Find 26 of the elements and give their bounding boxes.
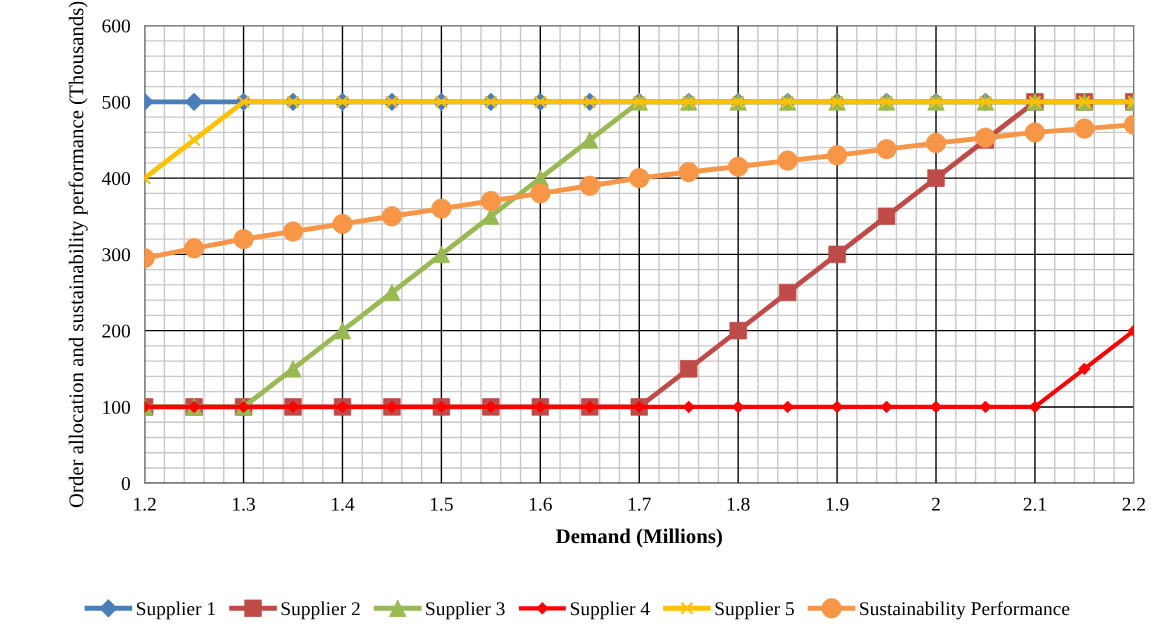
x-tick-label: 1.3	[233, 497, 255, 511]
x-tick-label: 1.7	[628, 497, 651, 511]
y-tick-label: 400	[101, 171, 130, 186]
x-tick-label: 1.5	[430, 497, 453, 511]
x-tick-label: 1.8	[727, 497, 750, 511]
y-tick-label: 600	[102, 19, 130, 33]
y-tick-label: 100	[103, 400, 130, 414]
x-axis-title: Demand (Millions)	[555, 528, 722, 548]
x-tick-label: 1.9	[826, 497, 849, 511]
y-tick-label: 0	[121, 477, 130, 491]
y-tick-label: 500	[102, 95, 130, 109]
legend-label: Supplier 1	[136, 601, 215, 620]
x-tick-label: 2.1	[1023, 497, 1046, 511]
x-tick-label: 2.2	[1122, 497, 1145, 511]
legend-label: Supplier 2	[281, 601, 360, 620]
y-axis-title: Order allocation and sustainability performance (Thousands)	[68, 1, 88, 508]
legend-label: Sustainability Performance	[860, 601, 1070, 620]
y-tick-label: 300	[102, 248, 130, 262]
x-tick-label: 2	[932, 497, 940, 511]
x-tick-label: 1.4	[332, 497, 355, 511]
x-tick-label: 1.6	[529, 497, 552, 511]
y-tick-label: 200	[102, 324, 130, 338]
legend-label: Supplier 3	[426, 601, 505, 620]
x-tick-label: 1.2	[134, 497, 156, 511]
legend-label: Supplier 5	[715, 601, 794, 620]
legend-label: Supplier 4	[570, 601, 650, 620]
